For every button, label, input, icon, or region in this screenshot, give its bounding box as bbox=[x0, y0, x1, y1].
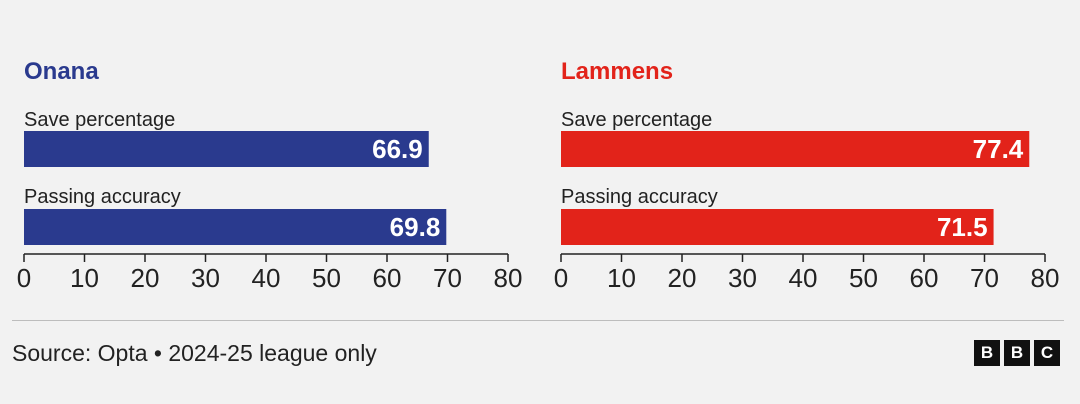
chart-1-x-tick-label-5: 40 bbox=[252, 263, 281, 293]
chart-2-x-tick-label-9: 80 bbox=[1031, 263, 1060, 293]
chart-1-x-tick-label-1: 0 bbox=[17, 263, 31, 293]
chart-2-x-tick-label-3: 20 bbox=[668, 263, 697, 293]
chart-2-title: Lammens bbox=[561, 58, 673, 85]
chart-2-x-tick-label-7: 60 bbox=[910, 263, 939, 293]
chart-1-category-label-1: Save percentage bbox=[24, 109, 175, 131]
chart-1-category-label-2: Passing accuracy bbox=[24, 186, 181, 208]
chart-1-x-tick-label-8: 70 bbox=[433, 263, 462, 293]
chart-1-x-tick-label-4: 30 bbox=[191, 263, 220, 293]
chart-2-x-tick-label-2: 10 bbox=[607, 263, 636, 293]
chart-1-bar-1 bbox=[24, 131, 429, 167]
chart-1-x-tick-label-6: 50 bbox=[312, 263, 341, 293]
chart-1-value-label-1: 66.9 bbox=[372, 134, 423, 164]
chart-2-x-tick-label-4: 30 bbox=[728, 263, 757, 293]
chart-2-value-label-1: 77.4 bbox=[973, 134, 1024, 164]
chart-1-x-tick-label-9: 80 bbox=[494, 263, 523, 293]
bbc-logo: B B C bbox=[974, 340, 1060, 366]
chart-1-value-label-2: 69.8 bbox=[390, 212, 441, 242]
chart-1-x-tick-label-2: 10 bbox=[70, 263, 99, 293]
chart-2-value-label-2: 71.5 bbox=[937, 212, 988, 242]
source-note: Source: Opta • 2024-25 league only bbox=[12, 340, 377, 366]
chart-2-x-tick-label-5: 40 bbox=[789, 263, 818, 293]
footer-divider bbox=[12, 320, 1064, 321]
bbc-logo-block-3: C bbox=[1034, 340, 1060, 366]
chart-1-bar-2 bbox=[24, 209, 447, 245]
chart-2-category-label-1: Save percentage bbox=[561, 109, 712, 131]
chart-2-x-tick-label-8: 70 bbox=[970, 263, 999, 293]
chart-2-category-label-2: Passing accuracy bbox=[561, 186, 718, 208]
chart-2-x-tick-label-1: 0 bbox=[554, 263, 568, 293]
chart-1-x-tick-label-7: 60 bbox=[373, 263, 402, 293]
chart-2-x-tick-label-6: 50 bbox=[849, 263, 878, 293]
chart-2-bar-2 bbox=[561, 209, 994, 245]
chart-1-x-tick-label-3: 20 bbox=[131, 263, 160, 293]
chart-2-bar-1 bbox=[561, 131, 1030, 167]
bbc-logo-block-2: B bbox=[1004, 340, 1030, 366]
chart-area: Onana Save percentage 66.9 Passing accuracy… bbox=[17, 58, 1060, 293]
bbc-logo-block-1: B bbox=[974, 340, 1000, 366]
chart-1-title: Onana bbox=[24, 58, 99, 85]
